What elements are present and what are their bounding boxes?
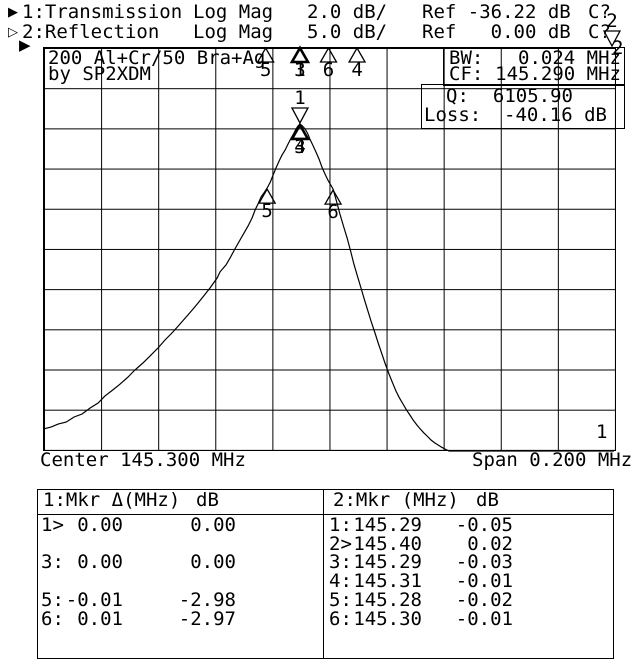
trace1-status: C?: [588, 1, 611, 23]
marker-row-db: -2.97: [178, 607, 236, 630]
trace2-ref: Ref 0.00 dB: [422, 21, 571, 43]
marker-row-db: 0.00: [190, 551, 236, 574]
marker-row-label: 6:: [41, 607, 64, 630]
bw-label: BW:: [449, 47, 484, 69]
marker-row-freq: 0.00: [77, 551, 123, 574]
q-value: 6105.90: [492, 85, 573, 107]
marker-row-freq: 145.30: [353, 607, 422, 630]
trace2-status: C?: [588, 21, 611, 43]
marker-row-freq: 0.01: [77, 607, 123, 630]
trace1-title: 1:Transmission: [22, 1, 183, 23]
marker-row-db: 0.02: [467, 532, 513, 555]
trace2-edge-indicator: 2: [612, 37, 624, 59]
marker-row-freq: 145.40: [353, 532, 422, 555]
span-label: Span 0.200 MHz: [472, 449, 633, 471]
trace2-format: Log Mag: [193, 21, 274, 43]
bw-cf-readout-box: BW: 0.024 MHz CF: 145.290 MHz: [443, 47, 625, 86]
marker-row-label: 4:: [329, 570, 352, 593]
cf-label: CF:: [449, 63, 484, 85]
trace2-title: 2:Reflection: [22, 21, 160, 43]
marker-row-label: 3:: [41, 551, 64, 574]
marker-table-2: 2:Mkr (MHz) dB 1: 145.29 -0.05 2> 145.40 0.02…: [323, 489, 614, 659]
marker-row-freq: 145.28: [353, 588, 422, 611]
trace2-scale: 5.0 dB/: [307, 21, 388, 43]
center-frequency-label: Center 145.300 MHz: [40, 449, 246, 471]
trace2-arrow-icon: ▷: [8, 25, 18, 40]
marker-row-db: -0.01: [455, 570, 513, 593]
marker-row-db: -0.01: [455, 607, 513, 630]
marker-row-db: -2.98: [178, 588, 236, 611]
marker-row-freq: 145.29: [353, 551, 422, 574]
trace1-format: Log Mag: [193, 1, 274, 23]
table-header-rule: [38, 514, 324, 515]
table-header-rule: [324, 514, 613, 515]
marker-table-2-title: 2:Mkr (MHz): [333, 489, 459, 511]
marker-row-db: 0.00: [190, 514, 236, 536]
loss-label: Loss:: [424, 104, 482, 126]
marker-row-freq: 145.29: [353, 514, 422, 536]
trace1-edge-indicator: 1: [596, 421, 608, 443]
marker-row-label: 5:: [329, 588, 352, 611]
q-loss-readout-box: Q: 6105.90 Loss: -40.16 dB: [421, 84, 625, 129]
q-label: Q:: [446, 85, 469, 107]
marker-row-freq: 0.00: [77, 514, 123, 536]
trace1-ref: Ref -36.22 dB: [422, 1, 571, 23]
marker-table-2-db-header: dB: [476, 489, 499, 511]
marker-row-label: 5:: [41, 588, 64, 611]
loss-value: -40.16 dB: [504, 104, 607, 126]
trace1-scale: 2.0 dB/: [307, 1, 388, 23]
bw-value: 0.024 MHz: [518, 47, 621, 69]
marker-row-freq: -0.01: [65, 588, 123, 611]
marker-row-db: -0.03: [455, 551, 513, 574]
marker-row-freq: 145.31: [353, 570, 422, 593]
marker-row-label: 3:: [329, 551, 352, 574]
ref-position-arrow-icon: ▶: [19, 36, 31, 54]
marker-row-db: -0.02: [455, 588, 513, 611]
marker-row-db: -0.05: [455, 514, 513, 536]
annotation-line1: 200 Al+Cr/50 Bra+Ag: [48, 47, 266, 69]
marker-table-1-title: 1:Mkr Δ(MHz): [43, 489, 181, 511]
cf-value: 145.290 MHz: [495, 63, 621, 85]
trace1-active-arrow-icon: ▶: [8, 5, 18, 20]
marker-row-label: 6:: [329, 607, 352, 630]
marker-row-label: 2>: [329, 532, 352, 555]
marker-row-label: 1>: [41, 514, 64, 536]
marker-table-1: 1:Mkr Δ(MHz) dB 1> 0.00 0.00 3: 0.00 0.00 5: -0…: [37, 489, 325, 659]
marker-row-label: 1:: [329, 514, 352, 536]
annotation-line2: by SP2XDM: [48, 63, 151, 85]
marker-table-1-db-header: dB: [196, 489, 219, 511]
